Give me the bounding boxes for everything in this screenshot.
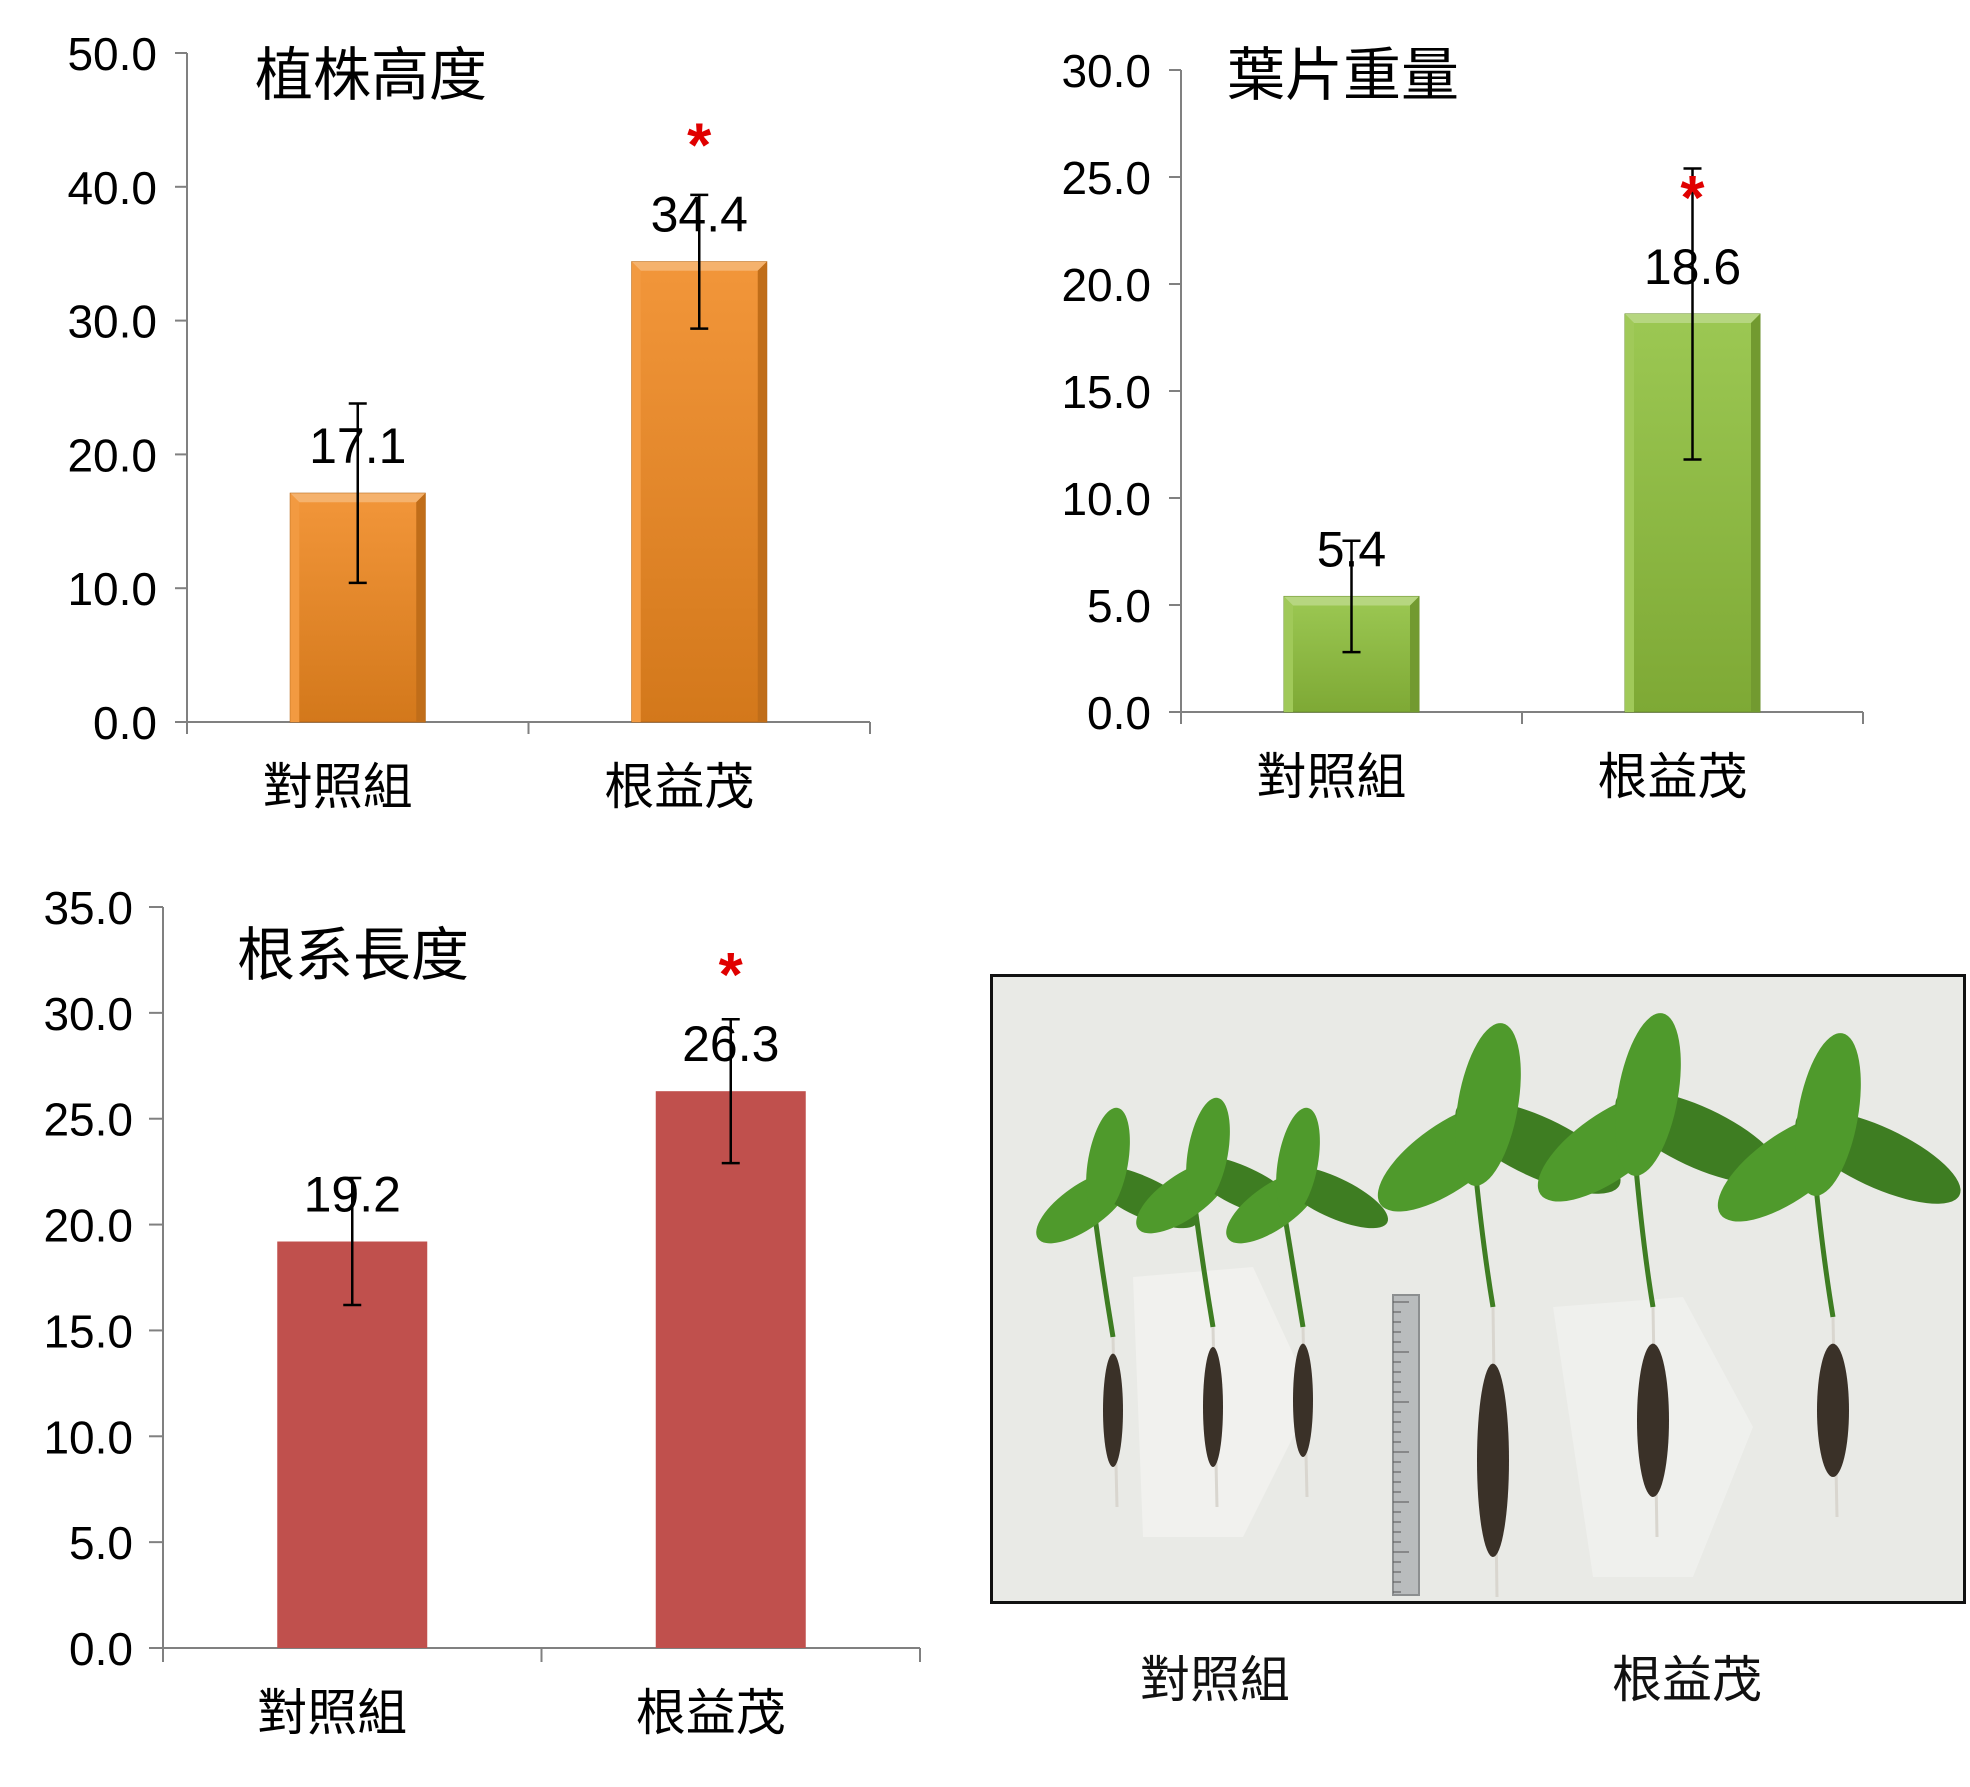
x-category-label: 根益茂 <box>604 758 754 816</box>
seedling <box>1717 1033 1961 1518</box>
root-mass <box>1477 1363 1509 1557</box>
y-tick-label: 20.0 <box>67 429 157 481</box>
y-tick-label: 10.0 <box>43 1411 133 1463</box>
photo-caption-control: 對照組 <box>1140 1652 1290 1708</box>
x-category-label: 對照組 <box>1257 748 1407 806</box>
chart-title: 葉片重量 <box>1227 41 1459 109</box>
seedling <box>1537 1013 1781 1538</box>
x-category-label: 根益茂 <box>1598 748 1748 806</box>
x-category-label: 對照組 <box>257 1684 407 1742</box>
root-mass <box>1293 1343 1313 1457</box>
leaf-shape <box>1276 1107 1320 1217</box>
leaf-shape <box>1795 1033 1861 1196</box>
data-label: 5.4 <box>1317 521 1387 577</box>
y-tick-label: 25.0 <box>1061 152 1151 204</box>
stem <box>1632 1156 1656 1308</box>
root-mass <box>1637 1343 1669 1497</box>
y-tick-label: 15.0 <box>1061 366 1151 418</box>
bar-bevel-left <box>1625 313 1634 712</box>
y-tick-label: 10.0 <box>67 563 157 615</box>
ruler <box>1392 1294 1420 1596</box>
bar-bevel-right <box>416 493 426 722</box>
y-tick-label: 5.0 <box>69 1517 133 1569</box>
stem <box>1282 1216 1306 1328</box>
leaf-shape <box>1186 1097 1230 1207</box>
chart-3: 0.0 5.0 10.0 15.0 20.0 25.0 30.0 35.0 根系長度 19.2 對照… <box>43 882 921 1742</box>
bar-bevel-left <box>1284 596 1293 712</box>
y-tick-label: 40.0 <box>67 162 157 214</box>
data-label: 34.4 <box>651 187 748 243</box>
y-tick-label: 20.0 <box>1061 259 1151 311</box>
y-tick-label: 0.0 <box>1087 687 1151 739</box>
bar-bevel-right <box>1751 313 1760 712</box>
seedling <box>1226 1107 1389 1498</box>
stem <box>1092 1216 1116 1338</box>
root-mass <box>1103 1353 1123 1467</box>
y-tick-label: 30.0 <box>67 296 157 348</box>
y-tick-label: 0.0 <box>69 1623 133 1675</box>
y-tick-label: 5.0 <box>1087 580 1151 632</box>
bar <box>655 1091 806 1648</box>
leaf-shape <box>1455 1023 1521 1186</box>
seedling <box>1377 1023 1621 1598</box>
bar-bevel-left <box>290 493 300 722</box>
root-mass <box>1203 1347 1223 1467</box>
significance-marker: * <box>1680 164 1705 233</box>
data-label: 26.3 <box>682 1016 779 1072</box>
chart-2: 0.0 5.0 10.0 15.0 20.0 25.0 30.0 葉片重量 5.4 對照組 18.6… <box>1061 41 1864 806</box>
x-category-label: 根益茂 <box>636 1684 786 1742</box>
y-tick-label: 35.0 <box>43 882 133 934</box>
y-tick-label: 30.0 <box>43 988 133 1040</box>
y-tick-label: 30.0 <box>1061 45 1151 97</box>
light-reflection <box>1133 1267 1313 1537</box>
chart-title: 根系長度 <box>237 921 469 989</box>
plant-photo <box>990 974 1966 1604</box>
y-tick-label: 50.0 <box>67 28 157 80</box>
y-tick-label: 0.0 <box>93 697 157 749</box>
chart-title: 植株高度 <box>255 41 487 109</box>
bar <box>631 261 768 723</box>
bar <box>277 1241 428 1648</box>
bar-bevel-left <box>631 261 641 722</box>
y-tick-label: 15.0 <box>43 1305 133 1357</box>
plant-photo-image <box>993 977 1963 1601</box>
y-tick-label: 10.0 <box>1061 473 1151 525</box>
photo-caption-treatment: 根益茂 <box>1612 1652 1762 1708</box>
root-mass <box>1817 1343 1849 1477</box>
leaf-shape <box>1615 1013 1681 1176</box>
y-tick-label: 20.0 <box>43 1200 133 1252</box>
x-category-label: 對照組 <box>263 758 413 816</box>
significance-marker: * <box>719 941 744 1010</box>
significance-marker: * <box>687 112 712 181</box>
data-label: 18.6 <box>1644 239 1741 295</box>
y-tick-label: 25.0 <box>43 1094 133 1146</box>
data-label: 17.1 <box>309 418 406 474</box>
stem <box>1192 1206 1216 1328</box>
bar-bevel-right <box>1410 596 1419 712</box>
data-label: 19.2 <box>304 1167 401 1223</box>
bar-bevel-right <box>757 261 767 722</box>
leaf-shape <box>1086 1107 1130 1217</box>
chart-1: 0.0 10.0 20.0 30.0 40.0 50.0 植株高度 17.1 對照組 34.4 * 根… <box>67 28 871 816</box>
